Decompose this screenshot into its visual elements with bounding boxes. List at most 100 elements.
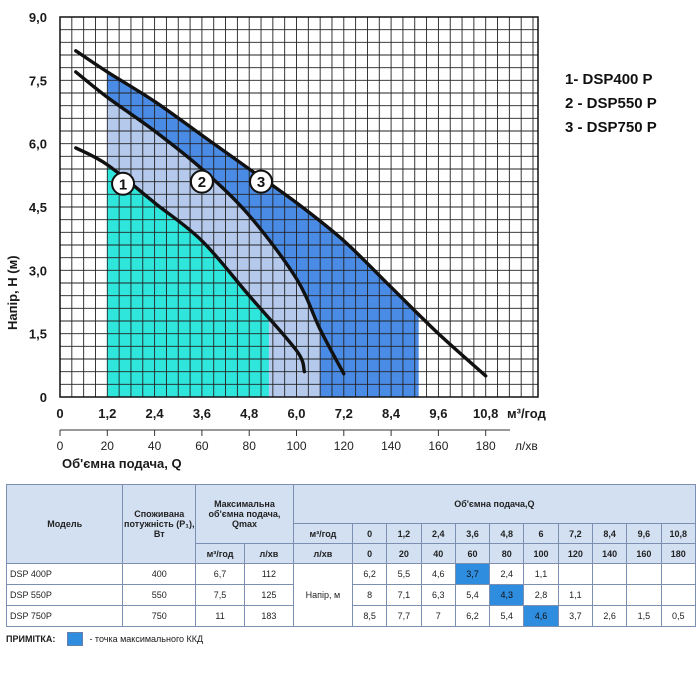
cell-model: DSP 550P xyxy=(5,584,124,606)
y-tick-label: 9,0 xyxy=(29,10,47,25)
flow-lpm-cell: 140 xyxy=(591,543,628,564)
head-cell: 2,4 xyxy=(489,563,525,585)
chart-legend: 1- DSP400 P 2 - DSP550 P 3 - DSP750 P xyxy=(565,68,657,140)
flow-m3h-cell: 6 xyxy=(523,523,559,544)
x-tick-label: 2,4 xyxy=(146,406,165,421)
cell-qmax-m3h: 6,7 xyxy=(195,563,245,585)
flow-m3h-cell: 4,8 xyxy=(489,523,525,544)
y-tick-label: 7,5 xyxy=(29,73,47,88)
head-cell: 1,5 xyxy=(626,605,662,627)
svg-text:1: 1 xyxy=(119,176,127,193)
y-tick-label: 0 xyxy=(40,390,47,405)
y-tick-label: 1,5 xyxy=(29,327,47,342)
header-flow: Об'ємна подача,Q xyxy=(292,484,697,524)
flow-lpm-cell: 20 xyxy=(386,543,422,564)
flow-lpm-cell: 120 xyxy=(557,543,593,564)
legend-item-2: 2 - DSP550 P xyxy=(565,95,657,112)
note-text: - точка максимального ККД xyxy=(89,634,204,644)
flow-lpm-cell: 100 xyxy=(523,543,559,564)
x-tick-label: 7,2 xyxy=(335,406,353,421)
y-tick-label: 6,0 xyxy=(29,137,47,152)
head-cell xyxy=(660,584,697,606)
head-cell: 6,2 xyxy=(352,563,388,585)
svg-text:2: 2 xyxy=(198,174,206,191)
flow-m3h-cell: 3,6 xyxy=(454,523,491,544)
flow-m3h-cell: 0 xyxy=(352,523,388,544)
x2-unit-label: л/хв xyxy=(515,439,538,453)
head-cell xyxy=(591,584,628,606)
head-cell: 7,7 xyxy=(386,605,422,627)
curve-label-3: 3 xyxy=(249,169,274,194)
head-cell-max-efficiency: 3,7 xyxy=(454,563,491,585)
flow-lpm-cell: 60 xyxy=(454,543,491,564)
head-cell: 0,5 xyxy=(660,605,697,627)
flow-lpm-cell: 40 xyxy=(420,543,456,564)
x2-tick-label: 120 xyxy=(334,439,354,453)
head-cell: 3,7 xyxy=(557,605,593,627)
svg-text:3: 3 xyxy=(257,174,265,191)
x2-tick-label: 40 xyxy=(148,439,162,453)
head-cell: 6,3 xyxy=(420,584,456,606)
cell-model: DSP 400P xyxy=(5,563,124,585)
table-row: DSP 550P 550 7,5 125 8 7,1 6,3 5,4 4,3 2,8 1,1 xyxy=(5,584,697,606)
x-unit-label: м³/год xyxy=(507,406,547,421)
head-cell: 1,1 xyxy=(523,563,559,585)
cell-model: DSP 750P xyxy=(5,605,124,627)
y-tick-label: 3,0 xyxy=(29,263,47,278)
cell-qmax-m3h: 11 xyxy=(195,605,245,627)
flow-m3h-cell: 7,2 xyxy=(557,523,593,544)
note-label: ПРИМІТКА: xyxy=(6,634,56,644)
table-row: DSP 750P 750 11 183 8,5 7,7 7 6,2 5,4 4,6 3,7 2,6 1,… xyxy=(5,605,697,627)
cell-power: 400 xyxy=(122,563,197,585)
y-tick-label: 4,5 xyxy=(29,200,47,215)
head-cell: 2,6 xyxy=(591,605,628,627)
curve-label-2: 2 xyxy=(189,169,214,194)
flow-lpm-cell: 160 xyxy=(626,543,662,564)
x-axis-label: Об'ємна подача, Q xyxy=(62,456,182,471)
head-cell: 5,5 xyxy=(386,563,422,585)
header-flow-lpm: л/хв xyxy=(292,543,354,564)
x-tick-label: 9,6 xyxy=(429,406,447,421)
x-tick-label: 10,8 xyxy=(473,406,498,421)
plot-frame xyxy=(59,16,539,398)
x-tick-label: 4,8 xyxy=(240,406,258,421)
note-swatch xyxy=(67,632,84,646)
flow-lpm-cell: 0 xyxy=(352,543,388,564)
x-tick-label: 1,2 xyxy=(98,406,116,421)
curve-2 xyxy=(74,70,346,376)
flow-lpm-cell: 180 xyxy=(660,543,697,564)
flow-m3h-cell: 1,2 xyxy=(386,523,422,544)
x2-tick-label: 140 xyxy=(381,439,401,453)
header-qmax-lpm: л/хв xyxy=(243,543,294,564)
x2-tick-label: 20 xyxy=(101,439,115,453)
head-cell-max-efficiency: 4,6 xyxy=(523,605,559,627)
spec-table: Модель Споживана потужність (P₁), Вт Мак… xyxy=(5,484,697,627)
curve-3 xyxy=(74,49,488,378)
head-cell xyxy=(557,563,593,585)
header-flow-m3h: м³/год xyxy=(292,523,354,544)
head-cell xyxy=(591,563,628,585)
head-cell: 5,4 xyxy=(454,584,491,606)
x-tick-label: 8,4 xyxy=(382,406,401,421)
cell-qmax-m3h: 7,5 xyxy=(195,584,245,606)
head-cell: 1,1 xyxy=(557,584,593,606)
cell-qmax-lpm: 125 xyxy=(243,584,294,606)
cell-qmax-lpm: 183 xyxy=(243,605,294,627)
head-cell: 8 xyxy=(352,584,388,606)
head-cell: 2,8 xyxy=(523,584,559,606)
header-power: Споживана потужність (P₁), Вт xyxy=(122,484,197,564)
flow-m3h-cell: 10,8 xyxy=(660,523,697,544)
flow-m3h-cell: 2,4 xyxy=(420,523,456,544)
curve-label-1: 1 xyxy=(111,171,136,196)
operating-area-1 xyxy=(107,164,269,397)
head-cell: 5,4 xyxy=(489,605,525,627)
pump-curve-chart: 1 2 3 0 1,5 3,0 4,5 6,0 7,5 9,0 0 1,2 2,4 3,6 4,8 6,0 7… xyxy=(5,10,547,471)
head-cell xyxy=(626,563,662,585)
head-cell xyxy=(626,584,662,606)
cell-power: 750 xyxy=(122,605,197,627)
note: ПРИМІТКА: - точка максимального ККД xyxy=(6,632,203,646)
x2-tick-label: 180 xyxy=(476,439,496,453)
header-qmax-m3h: м³/год xyxy=(195,543,245,564)
x2-tick-label: 160 xyxy=(428,439,448,453)
y-axis-label: Напір, H (м) xyxy=(5,255,20,330)
